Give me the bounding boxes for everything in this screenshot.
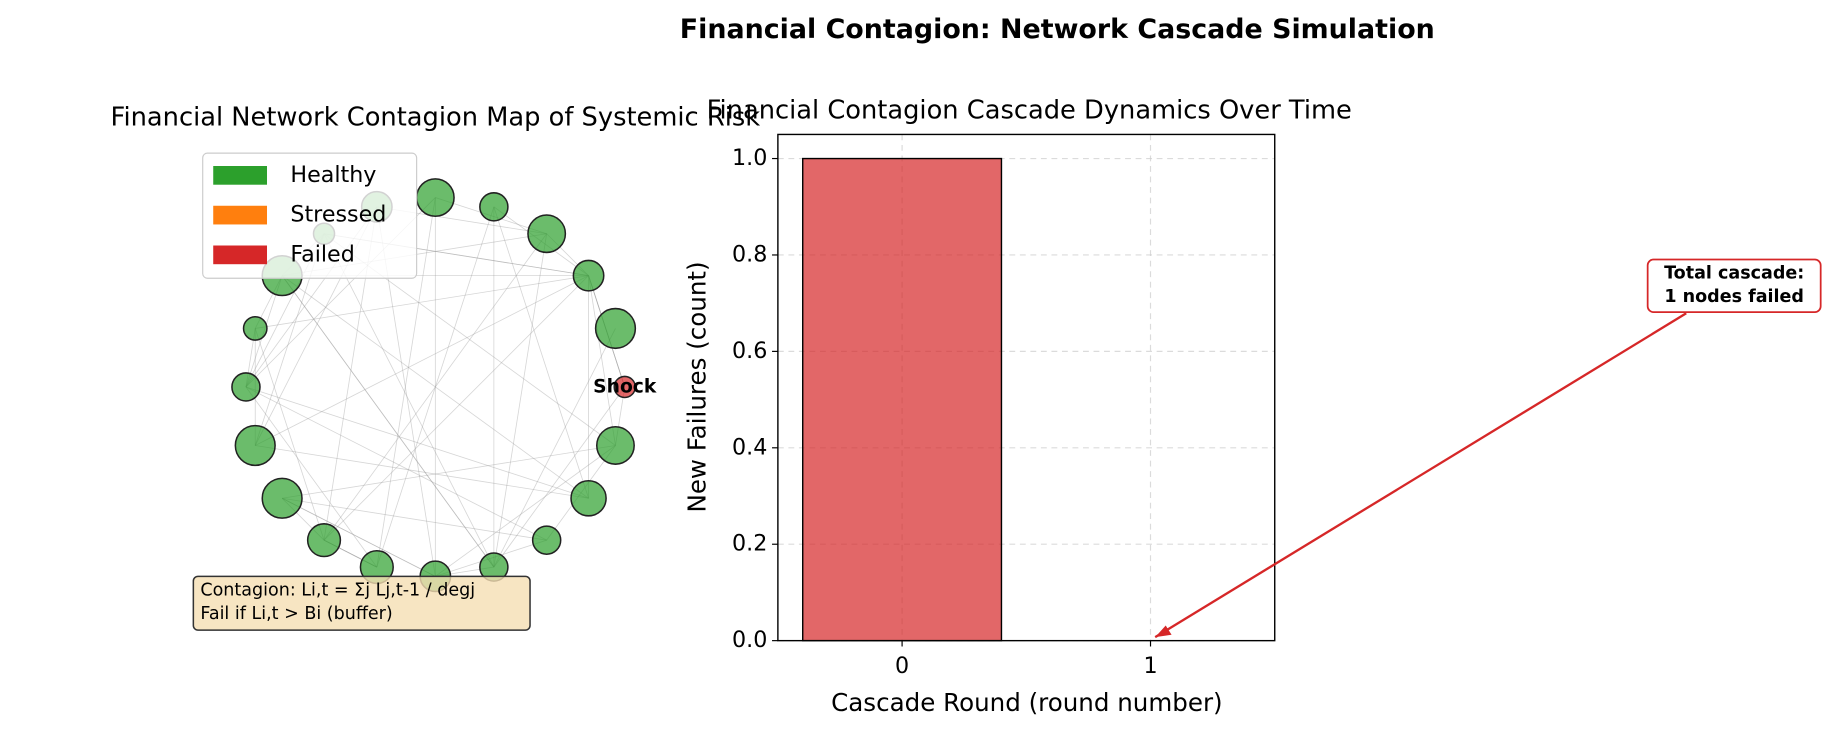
legend-swatch bbox=[213, 166, 268, 185]
legend-swatch bbox=[213, 205, 268, 225]
edge bbox=[376, 206, 495, 568]
node bbox=[527, 214, 567, 254]
legend-label: Stressed bbox=[290, 202, 386, 228]
node bbox=[242, 315, 268, 341]
y-tick-label: 0.2 bbox=[732, 531, 767, 557]
node bbox=[531, 525, 562, 555]
edge bbox=[245, 386, 589, 499]
edge bbox=[282, 497, 547, 541]
axes-frame bbox=[777, 133, 1276, 642]
edge bbox=[588, 275, 616, 446]
annotation-text: Total cascade: bbox=[1664, 264, 1804, 284]
annotation-arrowhead bbox=[1155, 625, 1172, 638]
edge bbox=[281, 275, 589, 499]
y-tick-label: 0.8 bbox=[732, 241, 767, 267]
node bbox=[261, 477, 303, 519]
formula-text: Contagion: Li,t = Σj Lj,t-1 / degj bbox=[200, 580, 475, 600]
annotation-arrow bbox=[1154, 312, 1687, 639]
node bbox=[594, 307, 637, 350]
y-tick-label: 1.0 bbox=[732, 145, 767, 171]
edge bbox=[281, 497, 436, 577]
subplot-title: Financial Contagion Cascade Dynamics Ove… bbox=[707, 96, 1352, 126]
edge bbox=[376, 197, 436, 568]
annotation-box bbox=[1646, 258, 1822, 314]
y-tick-label: 0.6 bbox=[732, 338, 767, 364]
subplot-title: Financial Network Contagion Map of Syste… bbox=[111, 103, 761, 133]
edge bbox=[493, 386, 626, 568]
edge bbox=[281, 275, 495, 568]
node bbox=[572, 259, 605, 292]
edge bbox=[435, 445, 616, 577]
y-tick-label: 0.0 bbox=[732, 627, 767, 653]
suptitle: Financial Contagion: Network Cascade Sim… bbox=[680, 14, 1435, 45]
formula-text: Fail if Li,t > Bi (buffer) bbox=[200, 604, 392, 624]
x-axis-label: Cascade Round (round number) bbox=[831, 688, 1223, 717]
edge bbox=[493, 328, 616, 568]
node bbox=[570, 479, 607, 517]
formula-box bbox=[192, 575, 531, 631]
legend-label: Failed bbox=[290, 241, 354, 267]
edge bbox=[255, 275, 589, 446]
edge bbox=[493, 233, 548, 568]
x-tick-label: 0 bbox=[895, 653, 909, 679]
edge bbox=[245, 386, 378, 568]
edge bbox=[254, 328, 325, 541]
edge bbox=[323, 275, 589, 541]
edge bbox=[281, 497, 436, 577]
bar bbox=[802, 157, 1003, 642]
edge bbox=[493, 206, 589, 499]
legend-swatch bbox=[213, 245, 268, 265]
node bbox=[415, 178, 455, 218]
x-tick-label: 1 bbox=[1143, 653, 1157, 679]
edge bbox=[323, 233, 547, 541]
node bbox=[479, 192, 509, 222]
node bbox=[234, 424, 276, 467]
annotation-text: 1 nodes failed bbox=[1664, 287, 1804, 307]
y-tick-label: 0.4 bbox=[732, 434, 767, 460]
edge bbox=[255, 275, 589, 329]
node bbox=[613, 375, 637, 399]
node-label: Shock bbox=[593, 376, 657, 397]
y-axis-label: New Failures (count) bbox=[682, 261, 711, 512]
legend-label: Healthy bbox=[290, 162, 376, 188]
node bbox=[231, 372, 261, 402]
node bbox=[306, 523, 342, 558]
edge bbox=[282, 445, 616, 499]
edge bbox=[281, 275, 495, 568]
edge bbox=[245, 386, 547, 541]
edge bbox=[255, 445, 589, 499]
edge bbox=[323, 233, 495, 568]
node bbox=[596, 426, 635, 465]
